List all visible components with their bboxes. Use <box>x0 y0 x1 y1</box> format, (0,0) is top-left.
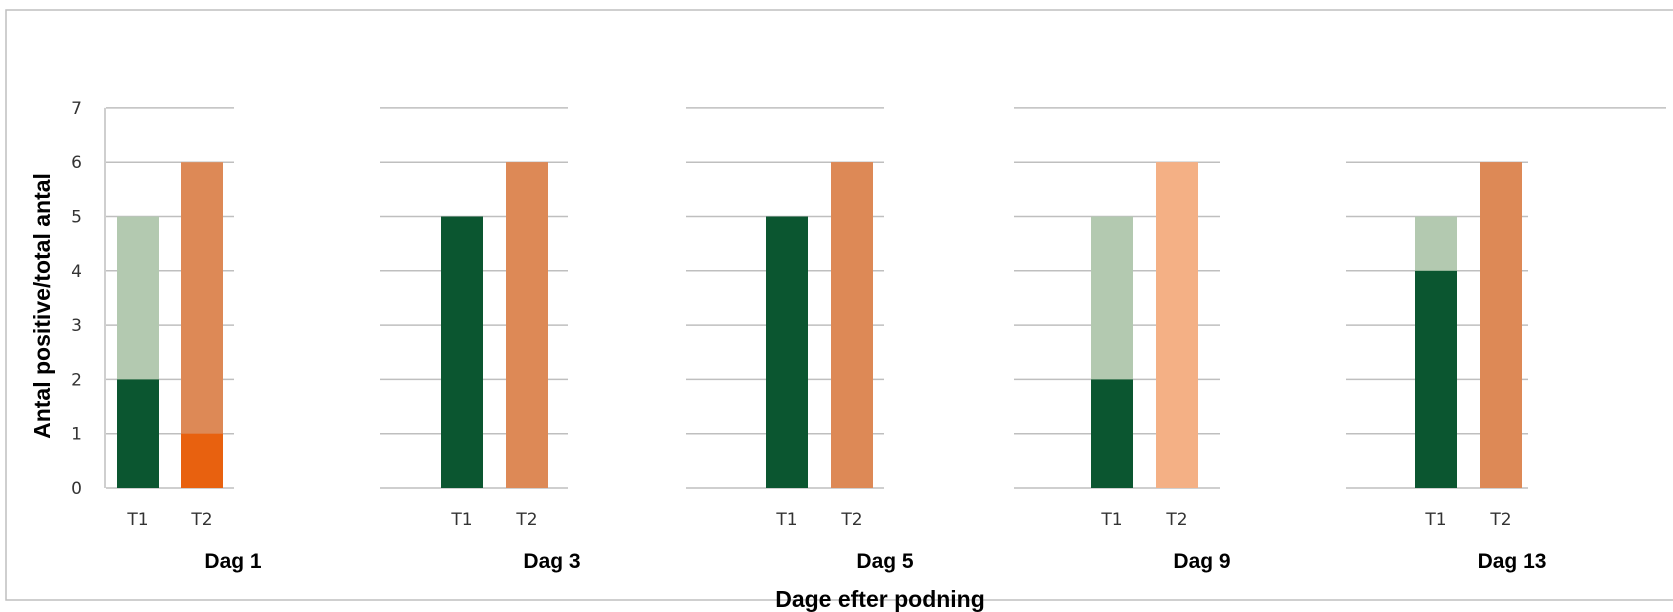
bar-positive-segment <box>117 379 159 488</box>
y-axis-title: Antal positive/total antal <box>29 173 55 439</box>
x-category-label: T2 <box>190 510 212 530</box>
bar-positive-segment <box>506 162 548 488</box>
bar-positive-segment <box>831 162 873 488</box>
group-label: Dag 9 <box>1173 550 1230 573</box>
x-category-label: T1 <box>1100 510 1122 530</box>
y-tick-label: 1 <box>71 425 82 445</box>
group-label: Dag 5 <box>856 550 914 573</box>
bar-positive-segment <box>1480 162 1522 488</box>
y-tick-label: 0 <box>71 479 82 499</box>
x-category-label: T1 <box>126 510 148 530</box>
bar-positive-segment <box>441 216 483 488</box>
x-category-labels: T1 T2 T1 T2 T1 T2 T1 T2 T1 T2 <box>126 510 1511 530</box>
x-category-label: T2 <box>1489 510 1511 530</box>
x-category-label: T2 <box>1165 510 1187 530</box>
x-category-label: T2 <box>515 510 537 530</box>
y-tick-labels: 0 1 2 3 4 5 6 7 <box>71 99 82 499</box>
bar-total-segment <box>181 162 223 488</box>
y-tick-label: 7 <box>71 99 82 119</box>
x-category-label: T2 <box>840 510 862 530</box>
y-tick-label: 3 <box>71 316 82 336</box>
y-tick-label: 6 <box>71 153 82 173</box>
group-label: Dag 13 <box>1478 550 1547 573</box>
bar-positive-segment <box>1091 379 1133 488</box>
bars <box>117 162 1522 488</box>
group-labels: Dag 1 Dag 3 Dag 5 Dag 9 Dag 13 <box>204 550 1546 573</box>
bar-positive-segment <box>1156 162 1198 488</box>
group-label: Dag 3 <box>523 550 580 573</box>
x-category-label: T1 <box>775 510 797 530</box>
x-axis-title: Dage efter podning <box>775 586 985 612</box>
bar-positive-segment <box>181 433 223 488</box>
bar-positive-segment <box>1415 270 1457 488</box>
y-tick-label: 5 <box>71 208 82 228</box>
bar-positive-segment <box>766 216 808 488</box>
x-category-label: T1 <box>1424 510 1446 530</box>
group-label: Dag 1 <box>204 550 262 573</box>
y-tick-label: 4 <box>71 262 82 282</box>
y-tick-label: 2 <box>71 370 82 390</box>
x-category-label: T1 <box>450 510 472 530</box>
